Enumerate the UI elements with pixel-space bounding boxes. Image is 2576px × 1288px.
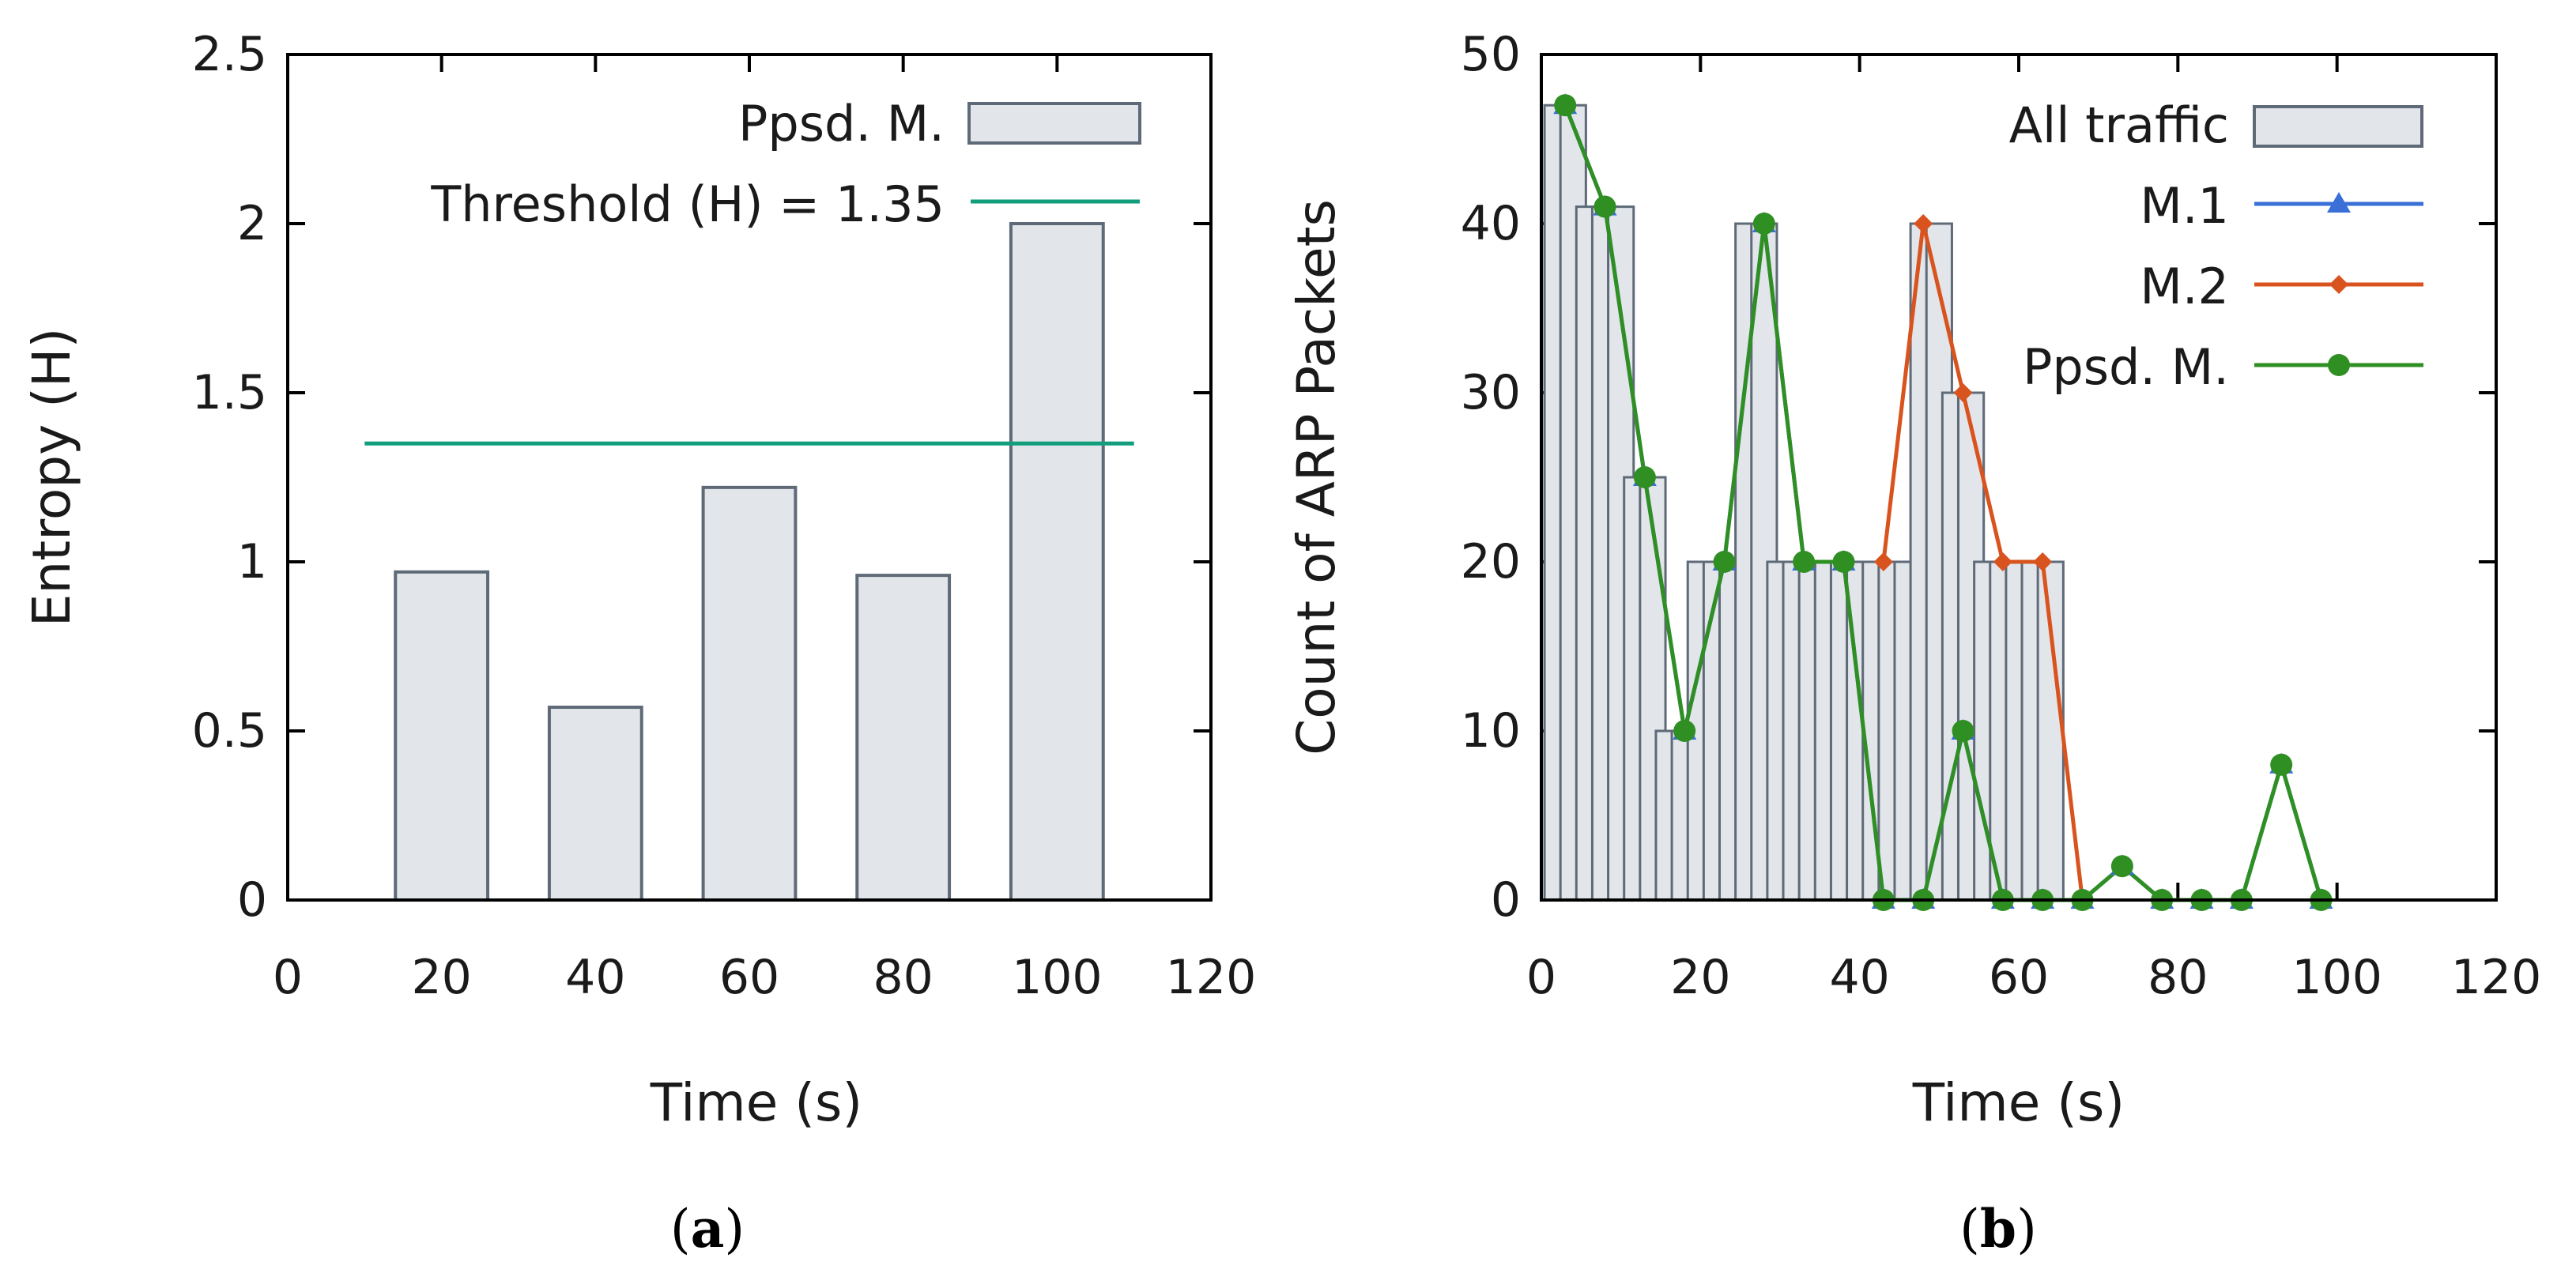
x-tick-label: 80 [2148, 950, 2208, 1005]
legend-marker-ppsd [2328, 354, 2350, 376]
x-tick-label: 20 [411, 950, 471, 1005]
arp-chart-panel: 0 10 20 30 40 50 0 20 40 60 80 100 120 Time (s) Cou… [1286, 27, 2541, 1260]
x-tick-label: 20 [1670, 950, 1730, 1005]
series-point-m2 [2033, 552, 2053, 571]
series-point-m2 [1993, 552, 2012, 571]
series-point-ppsd [1832, 551, 1855, 573]
y-tick-label: 10 [1461, 703, 1521, 759]
y-tick-label: 40 [1461, 196, 1521, 251]
arp-legend: All traffic M.1 M.2 Ppsd. M. [2009, 96, 2423, 396]
legend-line-swatches [2254, 192, 2423, 376]
legend-marker-m1 [2327, 192, 2351, 213]
x-tick-label: 120 [2451, 950, 2542, 1005]
y-tick-label: 50 [1461, 27, 1521, 82]
panel-label-a: (a) [670, 1198, 745, 1260]
x-tick-label: 120 [1166, 950, 1257, 1005]
legend-marker-m2 [2329, 275, 2348, 294]
legend-label-ppsd: Ppsd. M. [738, 95, 945, 153]
arp-x-axis-title: Time (s) [1912, 1072, 2125, 1133]
x-tick-label: 0 [273, 950, 303, 1005]
arp-y-axis-title: Count of ARP Packets [1286, 199, 1347, 755]
series-line-m2 [1881, 223, 2085, 901]
series-point-ppsd [2270, 753, 2293, 776]
x-tick-label: 60 [1989, 950, 2049, 1005]
legend-label-m1: M.1 [2140, 177, 2229, 235]
legend-swatch-ppsd [967, 102, 1141, 145]
y-tick-label: 20 [1461, 534, 1521, 589]
x-tick-label: 40 [565, 950, 625, 1005]
entropy-y-tick-labels: 0 0.5 1 1.5 2 2.5 [192, 27, 267, 928]
series-point-ppsd [1713, 551, 1736, 573]
y-tick-label: 1.5 [192, 365, 267, 420]
series-point-ppsd [1593, 195, 1616, 218]
y-tick-label: 30 [1461, 365, 1521, 420]
arp-plot-frame [1540, 53, 2498, 902]
y-tick-label: 0 [1491, 872, 1521, 928]
series-point-ppsd [1673, 720, 1696, 742]
legend-swatch-all-traffic [2253, 105, 2423, 148]
entropy-bar [547, 706, 643, 902]
x-tick-label: 80 [873, 950, 933, 1005]
series-point-ppsd [1793, 551, 1816, 573]
entropy-bar [1009, 222, 1105, 902]
series-point-m2 [1873, 552, 1893, 571]
y-tick-label: 1 [237, 534, 267, 589]
series-point-m2 [1953, 383, 1973, 402]
x-tick-label: 100 [1012, 950, 1103, 1005]
x-tick-label: 60 [719, 950, 779, 1005]
series-point-ppsd [2110, 855, 2133, 878]
x-tick-label: 100 [2291, 950, 2382, 1005]
entropy-x-axis-title: Time (s) [650, 1072, 862, 1133]
series-point-ppsd [1752, 213, 1775, 235]
series-point-ppsd [1952, 720, 1974, 742]
entropy-bars [394, 222, 1105, 902]
y-tick-label: 2 [237, 196, 267, 251]
y-tick-label: 0.5 [192, 703, 267, 759]
entropy-chart-panel: 0 0.5 1 1.5 2 2.5 0 20 40 60 80 100 120 Time (s) En… [21, 27, 1256, 1260]
x-tick-label: 40 [1829, 950, 1889, 1005]
entropy-bar [855, 574, 952, 902]
legend-label-threshold: Threshold (H) = 1.35 [430, 175, 945, 233]
arp-y-tick-labels: 0 10 20 30 40 50 [1461, 27, 1521, 928]
entropy-bar [701, 485, 798, 902]
arp-x-tick-labels: 0 20 40 60 80 100 120 [1526, 950, 2541, 1005]
entropy-legend: Ppsd. M. Threshold (H) = 1.35 [430, 95, 1141, 233]
series-point-ppsd [1633, 466, 1656, 488]
legend-label-all-traffic: All traffic [2009, 96, 2229, 154]
legend-label-ppsd-b: Ppsd. M. [2023, 338, 2229, 396]
entropy-bar [394, 570, 490, 902]
entropy-y-axis-title: Entropy (H) [21, 328, 82, 627]
entropy-plot-frame [286, 53, 1213, 902]
panel-label-b: (b) [1959, 1198, 2037, 1260]
legend-label-m2: M.2 [2140, 258, 2229, 315]
x-tick-label: 0 [1526, 950, 1556, 1005]
entropy-x-tick-labels: 0 20 40 60 80 100 120 [273, 950, 1256, 1005]
y-tick-label: 0 [237, 872, 267, 928]
y-tick-label: 2.5 [192, 27, 267, 82]
series-point-ppsd [1554, 94, 1577, 117]
series-point-m2 [1914, 214, 1933, 233]
arp-bars [1543, 104, 2065, 902]
